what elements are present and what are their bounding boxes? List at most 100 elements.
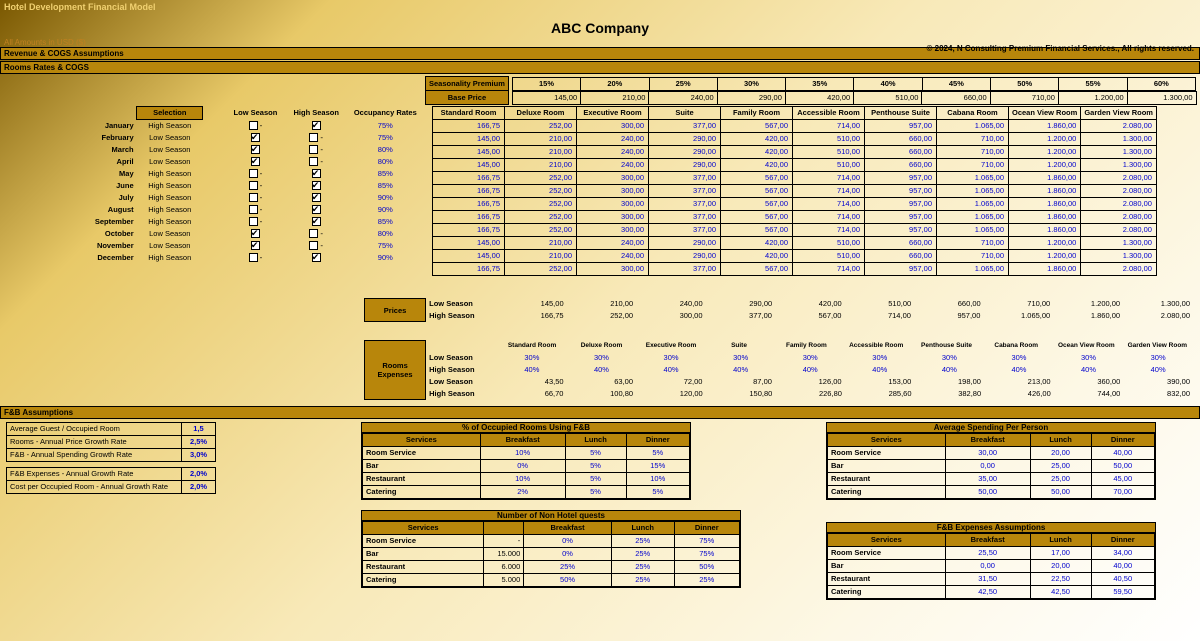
fnb-row: Bar 0% 5% 15% [363,460,690,473]
room-type-header: Ocean View Room [1009,107,1081,120]
fnb-param-row: F&B Expenses - Annual Growth Rate 2,0% [7,468,216,481]
fnb-row: Restaurant 31,50 22,50 40,50 [828,573,1155,586]
fnb-row: Restaurant 35,00 25,00 45,00 [828,473,1155,486]
fnb-row: Catering 42,50 42,50 59,50 [828,586,1155,599]
low-checkbox[interactable] [249,121,258,130]
occupancy-value: 90% [347,252,424,264]
company-name: ABC Company [0,14,1200,38]
avg-spend-box: Average Spending Per Person ServicesBrea… [826,422,1156,500]
fnb-row: Room Service 25,50 17,00 34,00 [828,547,1155,560]
rates-table: Standard RoomDeluxe RoomExecutive RoomSu… [432,106,1157,276]
non-hotel-box: Number of Non Hotel quests ServicesBreak… [361,510,741,588]
high-checkbox[interactable] [312,121,321,130]
room-type-header: Accessible Room [793,107,865,120]
pct-occ-box: % of Occupied Rooms Using F&B ServicesBr… [361,422,691,500]
high-checkbox[interactable] [309,241,318,250]
month-row: January High Season - 75% [4,120,424,133]
high-season-header: High Season [286,107,347,120]
fnb-row: Room Service 30,00 20,00 40,00 [828,447,1155,460]
base-price-label: Base Price [426,91,509,105]
selection-header: Selection [137,107,203,120]
month-row: November Low Season - 75% [4,240,424,252]
high-checkbox[interactable] [309,157,318,166]
high-checkbox[interactable] [312,193,321,202]
high-checkbox[interactable] [312,205,321,214]
fnb-param-row: Cost per Occupied Room - Annual Growth R… [7,481,216,494]
occupancy-value: 75% [347,240,424,252]
low-checkbox[interactable] [251,145,260,154]
room-type-header: Suite [649,107,721,120]
room-type-header: Garden View Room [1081,107,1157,120]
occupancy-value: 90% [347,192,424,204]
month-row: September High Season - 85% [4,216,424,228]
rooms-expenses-label: Rooms Expenses [364,340,426,400]
month-row: April Low Season - 80% [4,156,424,168]
occupancy-value: 85% [347,216,424,228]
occupancy-value: 85% [347,168,424,180]
month-row: February Low Season - 75% [4,132,424,144]
premium-table: Seasonality Premium 15%20%25%30%35%40%45… [425,76,1200,105]
high-checkbox[interactable] [309,145,318,154]
month-row: December High Season - 90% [4,252,424,264]
fnb-row: Room Service 10% 5% 5% [363,447,690,460]
fnb-row: Restaurant 6.000 25% 25% 50% [363,561,740,574]
low-checkbox[interactable] [251,241,260,250]
high-checkbox[interactable] [312,181,321,190]
low-checkbox[interactable] [249,169,258,178]
fnb-row: Bar 0,00 25,00 50,00 [828,460,1155,473]
occupancy-value: 80% [347,144,424,156]
fnb-params-table: Average Guest / Occupied Room 1,5 Rooms … [6,422,216,494]
high-checkbox[interactable] [312,253,321,262]
seasonality-label: Seasonality Premium [426,77,509,91]
fnb-param-row: F&B - Annual Spending Growth Rate 3,0% [7,449,216,462]
low-checkbox[interactable] [249,253,258,262]
room-type-header: Executive Room [577,107,649,120]
high-checkbox[interactable] [309,133,318,142]
rooms-expenses-table: Standard RoomDeluxe RoomExecutive RoomSu… [426,340,1196,400]
room-type-header: Penthouse Suite [865,107,937,120]
fnb-row: Catering 5.000 50% 25% 25% [363,574,740,587]
fnb-row: Restaurant 10% 5% 10% [363,473,690,486]
fnb-param-row: Rooms - Annual Price Growth Rate 2,5% [7,436,216,449]
fnb-row: Room Service - 0% 25% 75% [363,535,740,548]
low-checkbox[interactable] [251,229,260,238]
low-checkbox[interactable] [249,193,258,202]
occupancy-header: Occupancy Rates [347,107,424,120]
occupancy-value: 75% [347,120,424,133]
occupancy-value: 75% [347,132,424,144]
room-type-header: Deluxe Room [505,107,577,120]
occupancy-value: 85% [347,180,424,192]
low-checkbox[interactable] [251,157,260,166]
occupancy-value: 90% [347,204,424,216]
room-type-header: Cabana Room [937,107,1009,120]
month-row: June High Season - 85% [4,180,424,192]
section-fnb: F&B Assumptions [0,406,1200,419]
month-row: July High Season - 90% [4,192,424,204]
low-checkbox[interactable] [249,205,258,214]
prices-label: Prices [364,298,426,322]
room-type-header: Family Room [721,107,793,120]
fnb-row: Bar 15.000 0% 25% 75% [363,548,740,561]
month-row: October Low Season - 80% [4,228,424,240]
model-title: Hotel Development Financial Model [0,0,1200,14]
month-row: March Low Season - 80% [4,144,424,156]
fnb-row: Catering 2% 5% 5% [363,486,690,499]
section-rooms: Rooms Rates & COGS [0,61,1200,74]
high-checkbox[interactable] [309,229,318,238]
occupancy-value: 80% [347,156,424,168]
prices-summary: Low Season145,00210,00240,00290,00420,00… [426,298,1196,322]
low-checkbox[interactable] [249,217,258,226]
low-checkbox[interactable] [249,181,258,190]
fnb-row: Catering 50,00 50,00 70,00 [828,486,1155,499]
months-table: Selection Low Season High Season Occupan… [4,106,424,264]
month-row: August High Season - 90% [4,204,424,216]
month-row: May High Season - 85% [4,168,424,180]
high-checkbox[interactable] [312,217,321,226]
high-checkbox[interactable] [312,169,321,178]
room-type-header: Standard Room [433,107,505,120]
fnb-row: Bar 0,00 20,00 40,00 [828,560,1155,573]
fnb-param-row: Average Guest / Occupied Room 1,5 [7,423,216,436]
low-checkbox[interactable] [251,133,260,142]
copyright: © 2024, N Consulting Premium Financial S… [927,44,1194,53]
occupancy-value: 80% [347,228,424,240]
